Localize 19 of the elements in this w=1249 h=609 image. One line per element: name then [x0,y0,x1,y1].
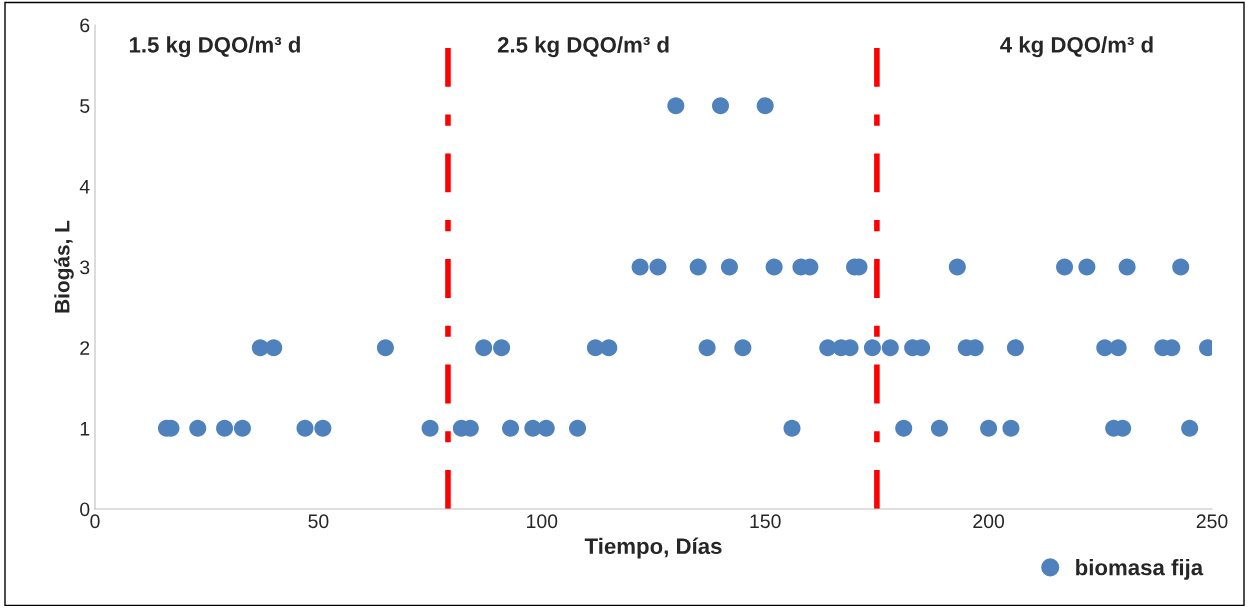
legend-label: biomasa fija [1076,559,1204,580]
x-tick-label: 150 [750,514,781,529]
y-tick-label: 5 [80,99,90,113]
y-axis-title: Biogás, L [54,220,74,313]
annotation: 2.5 kg DQO/m³ d [497,36,669,58]
x-tick-label: 200 [973,514,1005,529]
y-tick-label: 4 [79,180,90,194]
y-tick-label: 3 [80,260,90,275]
x-tick-label: 250 [1196,514,1228,529]
y-tick-label: 0 [80,502,90,517]
x-axis-title: Tiempo, Días [584,537,722,559]
y-tick-label: 1 [80,422,90,436]
x-tick-label: 0 [90,514,100,529]
y-tick-label: 6 [80,18,90,33]
x-tick-label: 100 [527,514,558,529]
y-tick-label: 2 [80,341,90,355]
x-tick-label: 50 [308,514,329,529]
annotation: 4 kg DQO/m³ d [1000,36,1153,58]
annotation: 1.5 kg DQO/m³ d [129,36,300,58]
